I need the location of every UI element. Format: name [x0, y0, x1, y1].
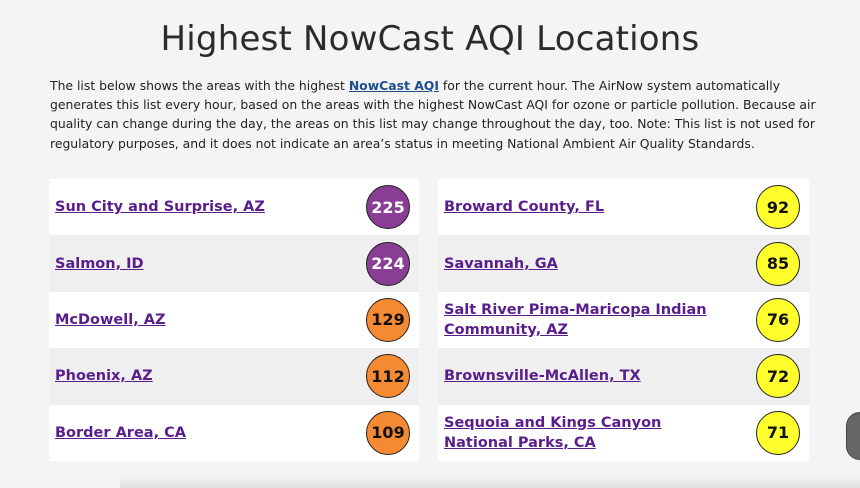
list-item: Sun City and Surprise, AZ 225 [49, 179, 419, 236]
scroll-handle[interactable] [846, 412, 860, 460]
list-item: McDowell, AZ 129 [49, 291, 419, 349]
intro-text-before: The list below shows the areas with the … [50, 78, 349, 93]
location-link[interactable]: Savannah, GA [444, 255, 558, 272]
intro-paragraph: The list below shows the areas with the … [50, 76, 820, 153]
location-link[interactable]: Broward County, FL [444, 199, 605, 216]
list-item: Salmon, ID 224 [49, 235, 419, 292]
location-link[interactable]: Salt River Pima-Maricopa Indian Communit… [444, 301, 707, 338]
aqi-badge: 71 [756, 410, 800, 455]
left-location-list: Sun City and Surprise, AZ 225 Salmon, ID… [49, 179, 419, 461]
list-item: Phoenix, AZ 112 [49, 348, 419, 405]
location-link[interactable]: McDowell, AZ [55, 311, 166, 328]
list-item: Salt River Pima-Maricopa Indian Communit… [438, 291, 809, 349]
bottom-shadow [120, 474, 860, 488]
nowcast-aqi-link[interactable]: NowCast AQI [348, 78, 439, 93]
list-item: Savannah, GA 85 [438, 235, 809, 292]
aqi-badge: 129 [366, 297, 410, 342]
list-item: Sequoia and Kings Canyon National Parks,… [438, 404, 809, 461]
aqi-badge: 85 [756, 241, 800, 286]
aqi-badge: 76 [756, 297, 800, 342]
aqi-badge: 109 [366, 410, 410, 455]
list-item: Border Area, CA 109 [49, 404, 419, 461]
location-link[interactable]: Salmon, ID [55, 255, 144, 272]
page-title: Highest NowCast AQI Locations [160, 19, 700, 59]
right-location-list: Broward County, FL 92 Savannah, GA 85 Sa… [438, 179, 809, 461]
location-link[interactable]: Sequoia and Kings Canyon National Parks,… [444, 414, 662, 451]
aqi-badge: 72 [756, 354, 800, 399]
list-item: Broward County, FL 92 [438, 179, 809, 236]
aqi-badge: 224 [366, 241, 410, 286]
location-link[interactable]: Sun City and Surprise, AZ [55, 199, 265, 216]
aqi-badge: 225 [366, 185, 410, 230]
intro-text-after: for the current hour. The AirNow system … [50, 78, 816, 151]
aqi-badge: 112 [366, 354, 410, 399]
list-item: Brownsville-McAllen, TX 72 [438, 348, 809, 405]
location-link[interactable]: Border Area, CA [55, 424, 186, 441]
aqi-badge: 92 [756, 185, 800, 230]
location-link[interactable]: Phoenix, AZ [55, 368, 153, 385]
location-link[interactable]: Brownsville-McAllen, TX [444, 368, 641, 385]
